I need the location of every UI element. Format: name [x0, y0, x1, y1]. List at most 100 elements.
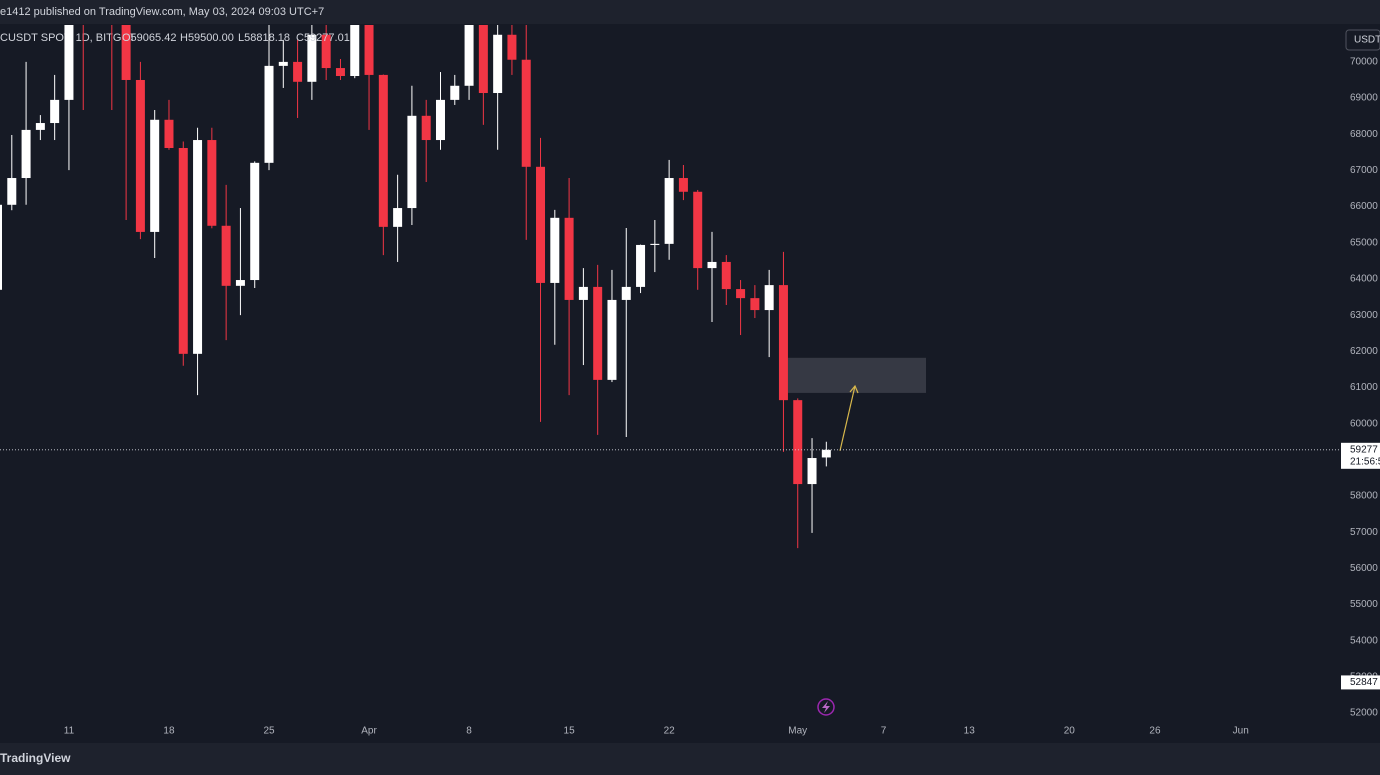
candle-body [350, 25, 360, 77]
candle-body [821, 449, 831, 458]
candle-body [478, 25, 488, 94]
y-tick-label: 66000 [1350, 201, 1378, 212]
y-tick-label: 61000 [1350, 382, 1378, 393]
x-tick-label: 13 [964, 726, 976, 737]
brand: TradingView [0, 751, 71, 765]
arrow [839, 385, 856, 451]
candle-body [35, 123, 45, 130]
candle-body [407, 115, 417, 209]
candle-body [0, 204, 2, 290]
x-tick-label: 11 [64, 726, 75, 737]
y-tick-label: 70000 [1350, 57, 1378, 68]
x-tick-label: 26 [1149, 726, 1161, 737]
x-tick-label: 7 [881, 726, 887, 737]
legend-value: H59500.00 [180, 32, 234, 44]
candle-body [693, 191, 703, 269]
candle-body [550, 217, 560, 283]
candle-body [250, 162, 260, 281]
candle-body [393, 208, 403, 227]
candle-body [578, 286, 588, 300]
candle-body [707, 261, 717, 269]
candle-body [293, 61, 303, 82]
candle-body [664, 178, 674, 244]
plot-area [0, 25, 926, 549]
candle-body [793, 400, 803, 485]
candle-body [621, 286, 631, 300]
event-bolt [822, 701, 830, 713]
candle-body [807, 458, 817, 485]
candle-body [464, 25, 474, 86]
candle-body [493, 34, 503, 94]
y-tick-label: 52000 [1350, 708, 1378, 719]
candle-body [750, 298, 760, 311]
x-tick-label: May [788, 726, 807, 737]
candle-body [264, 65, 274, 163]
candle-body [536, 166, 546, 283]
candle-body [764, 285, 774, 311]
candle-body [778, 285, 788, 401]
arrow-head [849, 384, 859, 394]
candle-body [678, 178, 688, 192]
y-tick-label: 60000 [1350, 418, 1378, 429]
countdown: 21:56:5 [1350, 456, 1380, 467]
candle-body [521, 59, 531, 167]
x-tick-label: Jun [1233, 726, 1249, 737]
y-tick-label: 65000 [1350, 237, 1378, 248]
candle-body [450, 85, 460, 100]
candle-body [507, 34, 517, 60]
candle-body [193, 140, 203, 354]
marker-price-label: 52847 [1350, 677, 1378, 688]
y-tick-label: 55000 [1350, 599, 1378, 610]
candle-body [164, 119, 174, 148]
candle-body [607, 299, 617, 380]
zone [788, 357, 926, 393]
x-tick-label: 8 [466, 726, 472, 737]
candle-body [364, 25, 374, 75]
y-tick-label: 67000 [1350, 165, 1378, 176]
y-tick-label: 63000 [1350, 310, 1378, 321]
x-tick-label: Apr [361, 726, 377, 737]
x-tick-label: 22 [664, 726, 676, 737]
candle-body [435, 99, 445, 141]
candle-body [178, 147, 188, 354]
event-icon[interactable] [817, 698, 835, 716]
candle-body [650, 243, 660, 245]
header-text: e1412 published on TradingView.com, May … [0, 6, 324, 18]
last-price-box [1341, 442, 1380, 469]
y-tick-label: 64000 [1350, 274, 1378, 285]
candle-body [50, 99, 60, 124]
candle-body [421, 115, 431, 141]
y-tick-label: 58000 [1350, 491, 1378, 502]
candle-body [135, 79, 145, 232]
candle-body [593, 286, 603, 380]
candle-body [307, 34, 317, 82]
candle-body [378, 74, 388, 227]
y-tick-label: 69000 [1350, 93, 1378, 104]
candle-body [7, 178, 17, 205]
candle-body [278, 61, 288, 66]
candle-body [121, 25, 131, 80]
candle-body [736, 289, 746, 299]
candle-body [321, 34, 331, 69]
candle-body [150, 119, 160, 232]
x-tick-label: 20 [1064, 726, 1076, 737]
y-tick-label: 68000 [1350, 129, 1378, 140]
candle-body [721, 261, 731, 290]
candle-body [21, 129, 31, 179]
candle-body [636, 244, 646, 287]
candle-body [207, 140, 217, 226]
last-price-label: 59277 [1350, 444, 1378, 455]
header-bar [0, 0, 1380, 24]
unit-box [1345, 29, 1380, 51]
y-tick-label: 62000 [1350, 346, 1378, 357]
x-tick-label: 25 [263, 726, 275, 737]
legend-value: C59277.01 [296, 32, 350, 44]
candle-body [335, 68, 345, 77]
candle-body [221, 225, 231, 286]
footer-bar [0, 743, 1380, 775]
x-tick-label: 18 [163, 726, 175, 737]
y-tick-label: 57000 [1350, 527, 1378, 538]
